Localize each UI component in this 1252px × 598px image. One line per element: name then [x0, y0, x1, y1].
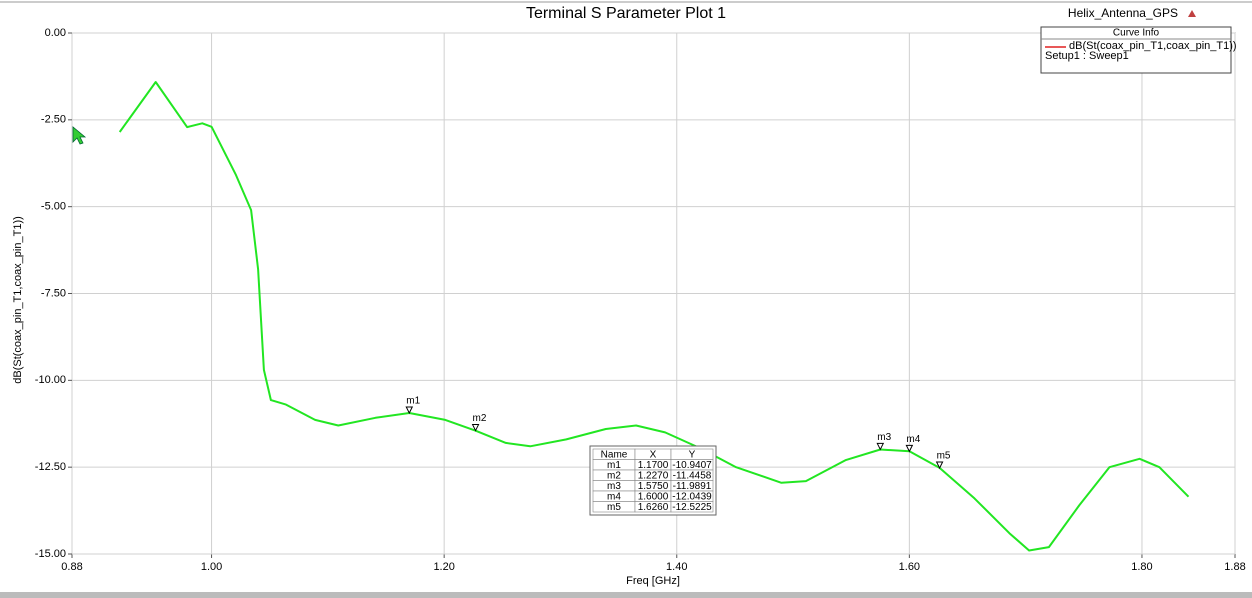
table-value: m4 — [607, 491, 621, 502]
cursor — [72, 126, 87, 145]
table-value: 1.6000 — [638, 491, 669, 502]
x-axis-label: Freq [GHz] — [626, 575, 680, 587]
marker-label: m4 — [906, 434, 920, 445]
table-value: 1.2270 — [638, 470, 669, 481]
table-value: -11.9891 — [673, 481, 712, 492]
table-header: Y — [689, 449, 696, 460]
legend-entry: dB(St(coax_pin_T1,coax_pin_T1)) — [1069, 40, 1237, 52]
table-value: 1.6260 — [638, 502, 669, 513]
table-value: m5 — [607, 502, 621, 513]
table-header: Name — [601, 449, 628, 460]
bottom-band — [0, 592, 1252, 598]
y-tick-label: -7.50 — [41, 287, 66, 299]
table-value: -12.5225 — [672, 502, 712, 513]
legend — [1040, 26, 1232, 74]
table-value: 1.5750 — [638, 481, 669, 492]
chart-title: Terminal S Parameter Plot 1 — [526, 5, 726, 22]
marker — [471, 424, 480, 432]
collapse-arrow[interactable] — [1188, 10, 1196, 17]
marker — [876, 442, 885, 451]
x-tick-label: 1.40 — [666, 561, 687, 573]
marker-label: m3 — [877, 432, 891, 443]
y-tick-label: -2.50 — [41, 114, 66, 126]
table-header: X — [650, 449, 657, 460]
table-value: -12.0439 — [672, 491, 712, 502]
table-value: m2 — [607, 470, 621, 481]
table-value: m1 — [607, 460, 621, 471]
table-value: 1.1700 — [638, 460, 669, 471]
x-tick-label: 0.88 — [61, 561, 82, 573]
table-value: -11.4458 — [673, 470, 712, 481]
marker — [905, 444, 914, 453]
y-axis-label: dB(St(coax_pin_T1,coax_pin_T1)) — [12, 216, 24, 384]
x-tick-label: 1.80 — [1131, 561, 1152, 573]
x-tick-label: 1.20 — [433, 561, 454, 573]
table-value: m3 — [607, 481, 621, 492]
legend-title: Curve Info — [1113, 28, 1160, 39]
x-tick-label: 1.00 — [201, 561, 222, 573]
curve — [118, 81, 1190, 552]
table-cell — [670, 501, 714, 513]
marker-label: m5 — [937, 451, 951, 462]
y-tick-label: -10.00 — [35, 374, 66, 386]
y-tick-label: -12.50 — [35, 461, 66, 473]
marker-label: m2 — [473, 413, 487, 424]
marker — [405, 406, 414, 415]
y-tick-label: -5.00 — [41, 201, 66, 213]
legend-subtitle: Setup1 : Sweep1 — [1045, 50, 1129, 62]
y-tick-label: 0.00 — [45, 27, 66, 39]
project-name: Helix_Antenna_GPS — [1068, 6, 1178, 20]
marker — [935, 461, 944, 470]
y-tick-label: -15.00 — [35, 548, 66, 560]
table-value: -10.9407 — [672, 460, 712, 471]
x-tick-label: 1.88 — [1224, 561, 1245, 573]
x-tick-label: 1.60 — [899, 561, 920, 573]
marker-label: m1 — [406, 396, 420, 407]
